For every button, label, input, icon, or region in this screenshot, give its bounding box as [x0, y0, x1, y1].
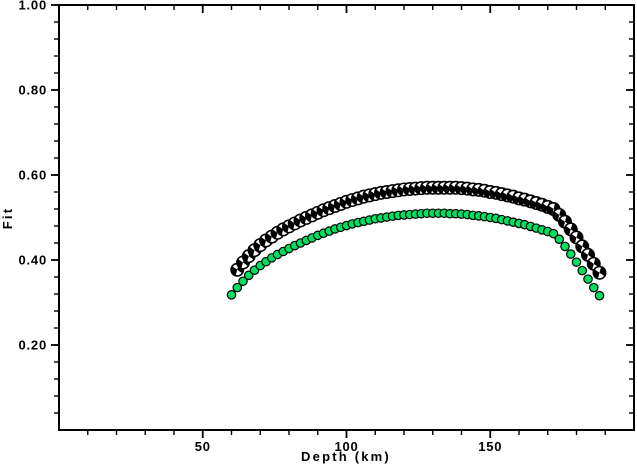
data-point-circle [594, 290, 605, 301]
plot-border [58, 4, 635, 431]
y-tick-label: 0.60 [18, 168, 47, 183]
data-point-beachball [592, 265, 607, 280]
beachball-outline [592, 265, 607, 280]
data-point-circle [232, 282, 243, 293]
data-point-circle [548, 228, 559, 239]
data-point-circle [554, 234, 565, 244]
beachball-series [230, 180, 607, 280]
x-tick-label: 50 [195, 439, 211, 454]
axis-tick-labels: 50 100 150 0.20 0.40 0.60 0.80 1.00 [18, 0, 502, 454]
y-axis-label: Fit [0, 207, 15, 229]
data-point-circle [571, 257, 582, 267]
green-circle-series [226, 208, 605, 301]
data-point-circle [583, 274, 593, 284]
axis-ticks [51, 4, 634, 438]
data-point-circle [577, 265, 588, 276]
data-point-circle [226, 290, 237, 300]
data-point-circle [238, 276, 248, 287]
data-point-circle [588, 282, 599, 293]
x-tick-label: 150 [478, 439, 502, 454]
x-tick-label: 100 [334, 439, 358, 454]
data-point-circle [565, 249, 576, 259]
y-tick-label: 0.20 [18, 338, 47, 353]
y-tick-label: 0.40 [18, 253, 47, 268]
y-tick-label: 1.00 [18, 0, 47, 13]
data-point-circle [560, 241, 570, 252]
x-axis-label: Depth (km) [301, 449, 391, 464]
y-tick-label: 0.80 [18, 83, 47, 98]
plot-frame [58, 4, 635, 431]
